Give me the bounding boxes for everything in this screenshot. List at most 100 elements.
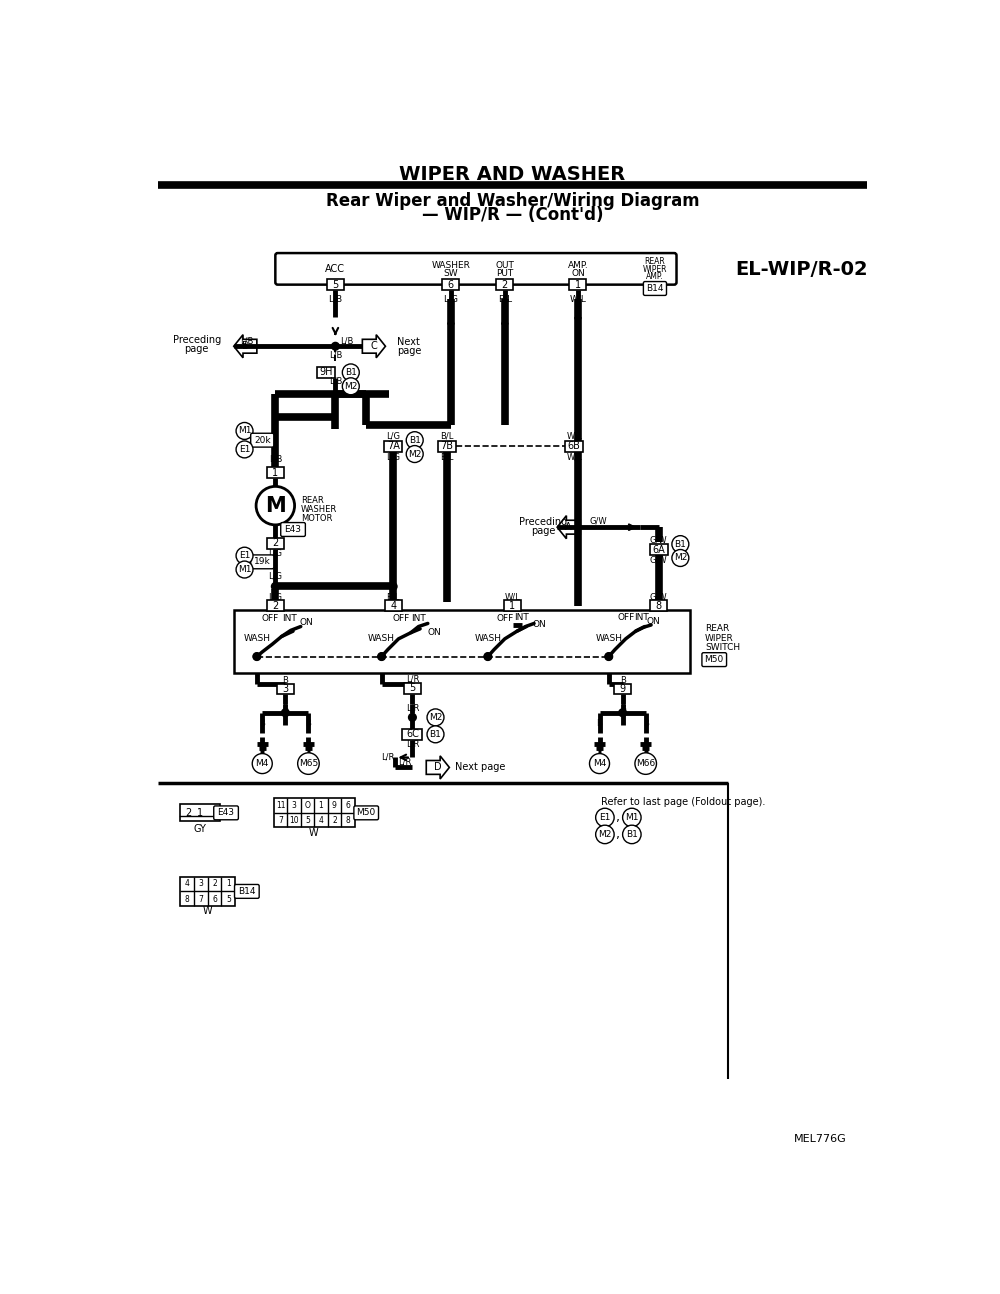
- Text: B/L: B/L: [440, 432, 454, 441]
- Text: L/R: L/R: [398, 757, 411, 766]
- Text: L/B: L/B: [269, 455, 282, 465]
- Text: 6C: 6C: [406, 730, 419, 739]
- Text: EL-WIP/R-02: EL-WIP/R-02: [735, 260, 868, 278]
- Text: PUT: PUT: [496, 269, 513, 278]
- Circle shape: [484, 653, 491, 660]
- Bar: [385, 600, 402, 611]
- Text: ON: ON: [533, 621, 546, 629]
- Circle shape: [596, 826, 614, 844]
- Text: 1: 1: [509, 600, 516, 611]
- Text: M2: M2: [429, 713, 442, 722]
- Text: WASH: WASH: [474, 634, 501, 643]
- Text: M: M: [265, 496, 286, 515]
- Text: 19k: 19k: [254, 558, 271, 567]
- FancyBboxPatch shape: [281, 523, 305, 537]
- Text: G/W: G/W: [650, 593, 668, 602]
- Text: L/B: L/B: [329, 351, 342, 360]
- Text: 4: 4: [319, 817, 323, 826]
- Circle shape: [342, 364, 359, 380]
- Text: B1: B1: [626, 829, 638, 839]
- Text: A: A: [565, 523, 572, 532]
- Text: OFF: OFF: [392, 615, 409, 624]
- Circle shape: [378, 652, 385, 660]
- Text: Preceding: Preceding: [519, 516, 567, 527]
- Text: 9: 9: [332, 801, 337, 810]
- Text: M1: M1: [625, 813, 639, 822]
- Circle shape: [605, 653, 612, 660]
- Text: page: page: [531, 527, 555, 536]
- Text: M2: M2: [674, 554, 687, 563]
- Text: AMP.: AMP.: [568, 261, 588, 270]
- Circle shape: [484, 652, 492, 660]
- Text: 2: 2: [212, 879, 217, 888]
- Text: M4: M4: [256, 760, 269, 769]
- Text: WIPER: WIPER: [643, 265, 667, 274]
- Circle shape: [236, 562, 253, 578]
- Bar: [496, 280, 513, 290]
- FancyBboxPatch shape: [235, 885, 259, 898]
- Text: L/B: L/B: [329, 377, 342, 386]
- Text: 11: 11: [276, 801, 285, 810]
- Text: page: page: [397, 345, 421, 356]
- Bar: [404, 683, 421, 694]
- Text: 8: 8: [346, 817, 350, 826]
- Text: ON: ON: [299, 619, 313, 628]
- Text: GY: GY: [193, 824, 206, 835]
- Text: W: W: [309, 828, 319, 839]
- Text: L/R: L/R: [406, 674, 419, 683]
- Text: 2: 2: [272, 600, 278, 611]
- Text: 9H: 9H: [319, 367, 333, 378]
- Text: 1: 1: [226, 879, 231, 888]
- Text: WASHER: WASHER: [431, 261, 470, 270]
- Circle shape: [282, 709, 289, 717]
- Text: B1: B1: [345, 367, 357, 377]
- Text: Next: Next: [397, 338, 420, 347]
- Text: 5: 5: [226, 894, 231, 903]
- Bar: [402, 729, 422, 740]
- Text: 1: 1: [272, 467, 278, 477]
- Bar: [180, 877, 235, 906]
- Text: ON: ON: [647, 617, 660, 625]
- Text: MOTOR: MOTOR: [301, 514, 332, 523]
- Text: L/G: L/G: [386, 453, 400, 462]
- Text: B1: B1: [674, 540, 686, 549]
- Text: 3: 3: [282, 685, 288, 694]
- Text: WIPER AND WASHER: WIPER AND WASHER: [399, 166, 626, 184]
- Text: INT: INT: [411, 615, 426, 624]
- Bar: [277, 683, 294, 695]
- Text: 5: 5: [409, 683, 416, 694]
- Circle shape: [332, 343, 339, 351]
- Text: 7B: 7B: [441, 441, 454, 452]
- Text: 1: 1: [319, 801, 323, 810]
- Bar: [267, 538, 284, 549]
- Text: AMP.: AMP.: [646, 273, 664, 281]
- Text: B14: B14: [646, 283, 664, 292]
- FancyBboxPatch shape: [702, 652, 727, 666]
- Text: 5: 5: [332, 280, 339, 290]
- Text: 6B: 6B: [568, 441, 581, 452]
- Text: D: D: [434, 762, 442, 773]
- Text: B: B: [643, 719, 649, 729]
- Text: B: B: [259, 719, 265, 729]
- Bar: [180, 805, 220, 822]
- Text: 10: 10: [289, 817, 299, 826]
- Text: 4: 4: [390, 600, 396, 611]
- Text: REAR: REAR: [645, 258, 665, 267]
- Text: WIPER: WIPER: [705, 634, 734, 643]
- Text: OFF: OFF: [618, 613, 635, 622]
- Text: C: C: [371, 342, 377, 351]
- Text: W/L: W/L: [505, 593, 520, 602]
- Text: 7: 7: [278, 817, 283, 826]
- Circle shape: [635, 753, 656, 774]
- Text: Rear Wiper and Washer/Wiring Diagram: Rear Wiper and Washer/Wiring Diagram: [326, 193, 699, 211]
- Text: W/L: W/L: [570, 294, 586, 303]
- FancyBboxPatch shape: [643, 282, 666, 295]
- Text: 5: 5: [305, 817, 310, 826]
- Bar: [650, 545, 668, 555]
- Text: 1: 1: [575, 280, 581, 290]
- Circle shape: [623, 809, 641, 827]
- Circle shape: [427, 709, 444, 726]
- Text: L/R: L/R: [406, 740, 419, 749]
- Circle shape: [253, 653, 260, 660]
- Text: B: B: [306, 719, 311, 729]
